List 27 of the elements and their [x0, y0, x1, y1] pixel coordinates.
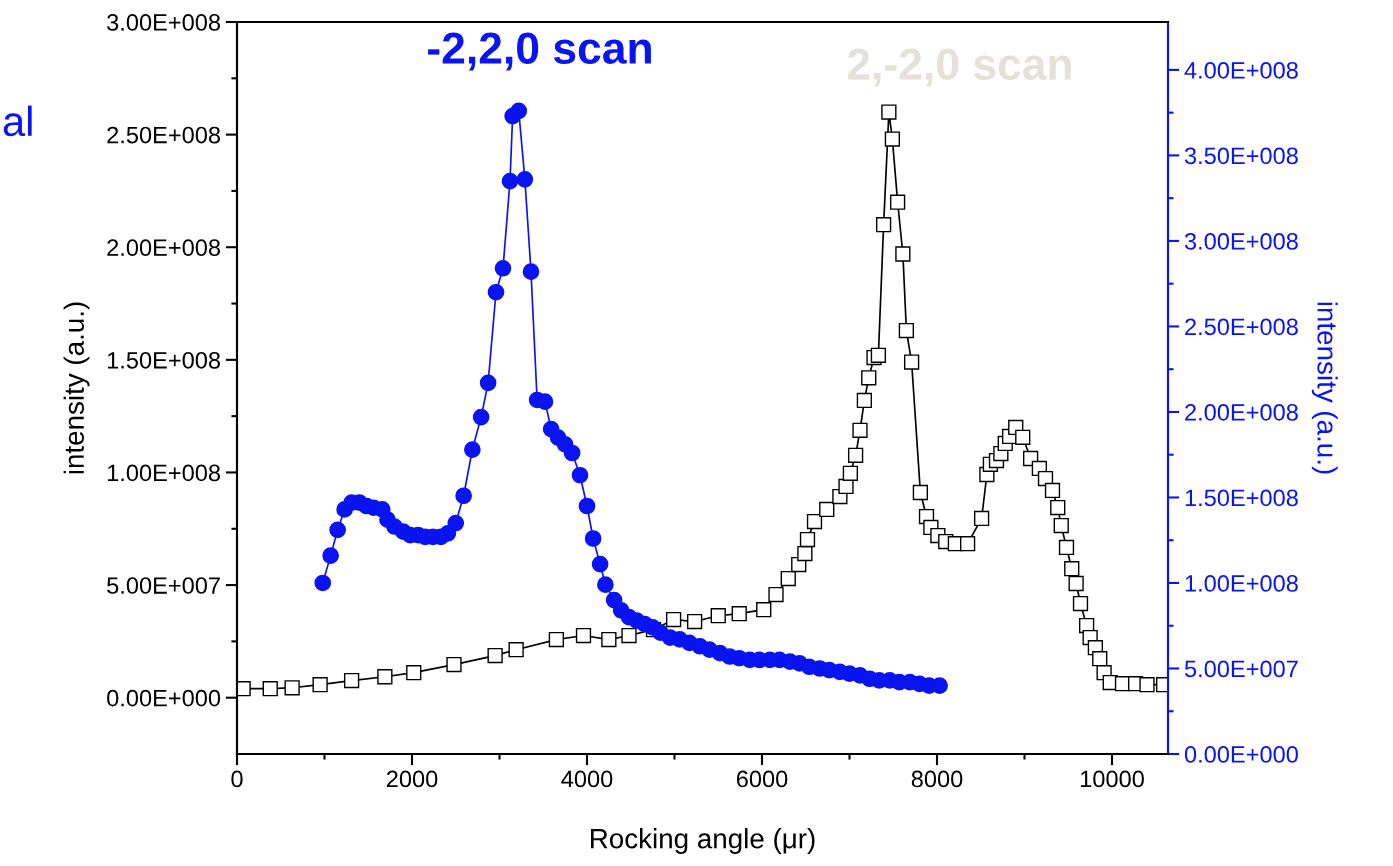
y-tick-label: 2.00E+008 [107, 239, 221, 257]
x-tick-label: 2000 [386, 770, 438, 788]
annotation: -2,2,0 scan [428, 32, 651, 71]
y2-tick-label: 4.00E+008 [1184, 61, 1298, 79]
x-tick-label: 8000 [911, 770, 963, 788]
y-tick-label: 3.00E+008 [107, 14, 221, 31]
x-tick-label: 6000 [736, 770, 788, 788]
y2-tick-label: 3.50E+008 [1184, 147, 1298, 165]
y-axis-title: intensity (a.u.) [63, 302, 90, 474]
y-tick-label: 1.50E+008 [107, 351, 221, 369]
y-tick-label: 1.00E+008 [107, 464, 221, 482]
x-tick-label: 0 [231, 770, 243, 788]
y2-tick-label: 2.00E+008 [1185, 404, 1298, 421]
x-tick-label: 10000 [1080, 770, 1144, 788]
y2-tick-label: 2.50E+008 [1185, 318, 1298, 336]
y-tick-label: 0.00E+000 [107, 689, 221, 707]
x-axis-title: Rocking angle (μr) [591, 828, 815, 854]
y2-tick-label: 1.50E+008 [1185, 489, 1298, 507]
x-tick-label: 4000 [561, 770, 613, 788]
y2-tick-label: 3.00E+008 [1184, 232, 1298, 250]
y-tick-label: 2.50E+008 [107, 126, 221, 144]
text: al [3, 105, 32, 137]
y2-tick-label: 0.00E+000 [1184, 746, 1298, 763]
y2-tick-label: 5.00E+007 [1184, 660, 1298, 678]
y2-tick-label: 1.00E+008 [1185, 575, 1298, 592]
y-tick-label: 5.00E+007 [107, 577, 220, 594]
y2-axis-title: intensity (a.u.) [1311, 302, 1338, 474]
